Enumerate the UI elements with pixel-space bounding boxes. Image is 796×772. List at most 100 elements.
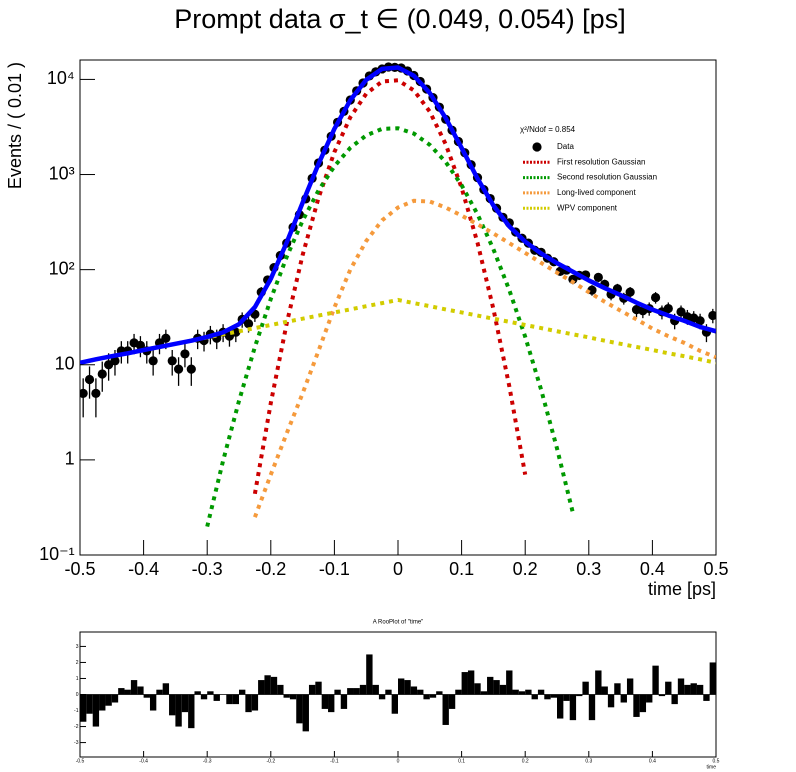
- x-tick-label: -0.2: [266, 759, 275, 765]
- x-tick-label: -0.3: [203, 759, 212, 765]
- pull-bar: [429, 694, 437, 698]
- pull-bar: [232, 694, 239, 705]
- x-tick-label: 0.1: [449, 559, 474, 579]
- y-tick-label: 10⁴: [47, 68, 75, 88]
- pull-bar: [696, 684, 704, 695]
- x-tick-label: 0: [397, 759, 400, 765]
- x-tick-label: 0: [393, 559, 403, 579]
- y-tick-label: 0: [76, 692, 79, 698]
- legend-marker: [532, 142, 542, 152]
- x-tick-label: 0.5: [703, 559, 728, 579]
- x-tick-label: 0.3: [576, 559, 601, 579]
- pull-bar: [251, 694, 259, 711]
- pull-bar: [665, 681, 672, 695]
- pull-bar: [347, 688, 354, 695]
- pull-bar: [684, 684, 691, 695]
- x-tick-label: 0.2: [513, 559, 538, 579]
- pull-bar: [143, 694, 150, 698]
- pull-bar: [455, 689, 462, 695]
- y-tick-label: 10⁻¹: [39, 544, 75, 564]
- pull-bar: [461, 672, 468, 695]
- pull-bar: [557, 694, 564, 719]
- legend-label: Long-lived component: [557, 188, 636, 197]
- data-point: [161, 333, 171, 343]
- pull-bar: [417, 689, 424, 695]
- pull-bar: [188, 694, 195, 729]
- data-point: [180, 349, 190, 359]
- data-point: [593, 272, 603, 282]
- pull-bar: [137, 686, 144, 695]
- x-axis-label: time: [707, 764, 717, 770]
- data-point: [80, 388, 88, 398]
- x-tick-label: 0.4: [640, 559, 665, 579]
- x-tick-label: -0.4: [128, 559, 159, 579]
- pull-bar: [544, 694, 551, 700]
- data-point: [186, 364, 196, 374]
- pull-bar: [162, 683, 170, 695]
- chart-title: A RooPlot of "time": [373, 620, 424, 626]
- pull-bar: [270, 676, 278, 695]
- total-fit-curve: [80, 65, 716, 365]
- pull-bar: [391, 694, 398, 714]
- x-tick-label: -0.4: [139, 759, 148, 765]
- pull-bar: [620, 694, 627, 703]
- pull-bar: [525, 689, 532, 695]
- data-point: [97, 369, 107, 379]
- data-point: [173, 364, 184, 374]
- x-tick-label: -0.1: [330, 759, 339, 765]
- data-point: [167, 356, 177, 366]
- pull-bar: [639, 694, 647, 713]
- pull-bar: [80, 694, 87, 722]
- data-point: [663, 303, 673, 314]
- pull-bar: [626, 678, 634, 695]
- pull-bar: [493, 680, 500, 695]
- y-tick-label: 10³: [49, 163, 75, 183]
- x-tick-label: -0.1: [319, 559, 350, 579]
- pull-bar: [277, 684, 284, 695]
- pull-bar: [671, 694, 678, 705]
- y-tick-label: 3: [76, 644, 79, 650]
- pull-bar: [499, 684, 507, 695]
- y-tick-label: 10²: [49, 258, 75, 278]
- pull-bar: [308, 684, 316, 695]
- pull-bar: [334, 689, 341, 695]
- pull-bar: [436, 691, 443, 695]
- pull-bar: [474, 683, 481, 695]
- legend-label: First resolution Gaussian: [557, 157, 645, 166]
- pull-bar: [487, 676, 494, 695]
- pull-bar: [149, 694, 157, 711]
- data-point: [231, 327, 241, 337]
- fit-annotation: χ²/Ndof = 0.854: [520, 125, 576, 134]
- pull-bar: [99, 694, 106, 711]
- pull-bar: [86, 694, 93, 714]
- x-tick-label: 0.5: [713, 759, 720, 765]
- legend-label: Second resolution Gaussian: [557, 173, 657, 182]
- data-point: [650, 292, 661, 303]
- pull-bar: [156, 689, 163, 695]
- legend-label: WPV component: [557, 203, 618, 212]
- pull-bar: [633, 694, 640, 717]
- pull-bar: [404, 680, 411, 695]
- pull-bar: [264, 675, 271, 695]
- pull-bar: [569, 694, 577, 721]
- pull-bar: [709, 662, 716, 695]
- pull-bar: [207, 691, 214, 695]
- pull-bar: [92, 694, 100, 727]
- pull-bar: [537, 689, 545, 695]
- pull-bar: [366, 654, 373, 695]
- pull-bar: [576, 694, 583, 697]
- pull-bar: [677, 678, 685, 695]
- x-tick-label: 0.2: [522, 759, 529, 765]
- y-tick-label: -2: [74, 724, 79, 730]
- pull-bar: [315, 681, 322, 695]
- pull-bar: [410, 686, 418, 695]
- data-point: [708, 310, 716, 321]
- pull-bar: [118, 688, 125, 695]
- pull-bar: [467, 670, 475, 695]
- y-tick-label: 1: [76, 676, 79, 682]
- pull-bar: [531, 694, 538, 700]
- pull-bar: [690, 683, 697, 695]
- pull-bar: [111, 694, 119, 703]
- pull-bar: [130, 680, 138, 695]
